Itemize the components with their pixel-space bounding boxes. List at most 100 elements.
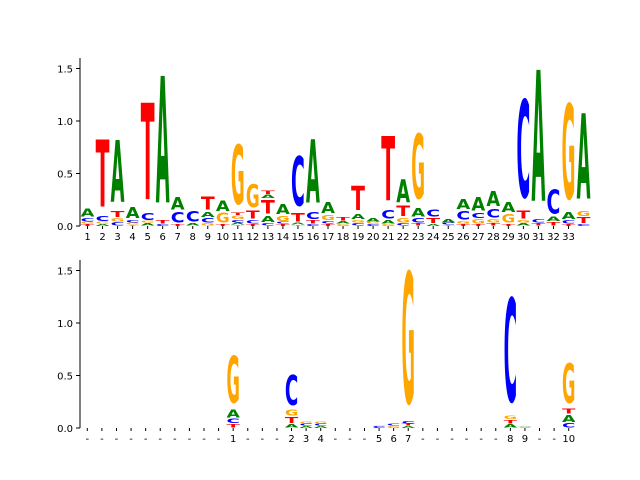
x-tick-label: 11 — [231, 232, 244, 243]
logo-letter-G: G — [96, 222, 110, 225]
x-tick-label: - — [115, 434, 119, 445]
logo-letter-C: C — [471, 212, 485, 220]
logo-letter-T: T — [226, 424, 240, 429]
logo-letter-C: C — [516, 75, 530, 229]
x-tick-label: 8 — [190, 232, 196, 243]
logo-letter-A: A — [366, 217, 381, 222]
x-tick-label: - — [85, 434, 89, 445]
logo-letter-T: T — [501, 224, 515, 227]
logo-letter-C: C — [226, 418, 239, 425]
logo-letter-C: C — [81, 217, 95, 223]
x-tick-label: 4 — [318, 434, 324, 445]
x-tick-label: 3 — [303, 434, 309, 445]
logo-letter-T: T — [285, 415, 299, 425]
logo-letter-A: A — [426, 224, 440, 227]
x-tick-label: 2 — [99, 232, 105, 243]
logo-letter-G: G — [387, 426, 400, 429]
x-tick-label: 9 — [205, 232, 211, 243]
logo-letter-G: G — [402, 238, 415, 446]
logo-letter-G: G — [276, 215, 290, 223]
x-tick-label: - — [261, 434, 265, 445]
y-tick-label: 0.5 — [57, 372, 73, 383]
x-tick-label: - — [188, 434, 192, 445]
logo-letter-T: T — [562, 224, 576, 227]
logo-letter-T: T — [141, 78, 155, 232]
logo-letter-A: A — [216, 198, 230, 215]
x-tick-label: 13 — [262, 232, 275, 243]
x-tick-label: - — [100, 434, 104, 445]
logo-letter-G: G — [226, 344, 239, 418]
logo-letter-G: G — [516, 219, 530, 223]
logo-letter-A: A — [486, 188, 500, 211]
logo-letter-T: T — [306, 219, 320, 224]
logo-letter-A: A — [381, 219, 396, 224]
logo-letter-T: T — [231, 225, 245, 226]
logo-letter-A: A — [441, 218, 456, 223]
x-tick-label: 20 — [367, 232, 380, 243]
logo-letter-G: G — [501, 213, 515, 226]
logo-letter-C: C — [285, 366, 298, 415]
x-tick-label: - — [333, 434, 337, 445]
logo-letter-A: A — [547, 216, 562, 223]
logo-letter-T: T — [441, 225, 455, 226]
x-tick-label: - — [202, 434, 206, 445]
logo-letter-T: T — [456, 224, 470, 227]
y-tick-label: 0.0 — [57, 424, 73, 435]
x-tick-label: - — [436, 434, 440, 445]
logo-letter-A: A — [171, 195, 186, 214]
logo-letter-C: C — [246, 219, 260, 225]
logo-letter-A: A — [518, 426, 532, 427]
logo-letter-G: G — [141, 220, 155, 223]
x-tick-label: 7 — [405, 434, 411, 445]
logo-letter-A: A — [226, 409, 240, 421]
logo-letter-G: G — [231, 128, 245, 224]
logo-panel-2: 0.00.51.01.5- - - - - - - - - -1- - -2 3 4- - -5 6 7- - - - -… — [57, 238, 576, 446]
logo-letter-T: T — [276, 224, 290, 227]
logo-letter-A: A — [351, 213, 365, 221]
logo-letter-G: G — [562, 354, 575, 416]
logo-letter-C: C — [276, 222, 290, 225]
logo-letter-T: T — [126, 225, 140, 226]
logo-letter-A: A — [291, 223, 305, 226]
x-tick-label: 17 — [322, 232, 335, 243]
logo-letter-T: T — [351, 181, 365, 218]
x-tick-label: 23 — [412, 232, 425, 243]
logo-letter-G: G — [504, 415, 517, 420]
y-tick-label: 1.0 — [57, 319, 73, 330]
logo-letter-A: A — [336, 221, 350, 225]
x-tick-label: 9 — [522, 434, 528, 445]
x-tick-label: - — [158, 434, 162, 445]
x-tick-label: 10 — [216, 232, 229, 243]
logo-letter-T: T — [486, 222, 500, 226]
y-tick-label: 0.0 — [57, 222, 73, 233]
logo-letter-C: C — [306, 224, 320, 227]
x-tick-label: - — [538, 434, 542, 445]
logo-letter-A: A — [456, 197, 470, 212]
logo-letter-C: C — [261, 223, 275, 227]
logo-letter-T: T — [336, 216, 350, 221]
logo-letter-T: T — [321, 224, 335, 227]
logo-letter-C: C — [577, 224, 591, 227]
logo-letter-C: C — [547, 184, 561, 222]
logo-letter-G: G — [299, 421, 312, 424]
logo-letter-G: G — [285, 409, 298, 419]
x-tick-label: 32 — [547, 232, 560, 243]
x-tick-label: 33 — [562, 232, 575, 243]
x-tick-label: 21 — [382, 232, 395, 243]
logo-letter-G: G — [562, 78, 576, 229]
logo-letter-T: T — [261, 190, 275, 195]
logo-letter-G: G — [201, 222, 215, 226]
logo-letter-T: T — [291, 211, 306, 225]
logo-letter-A: A — [314, 426, 328, 429]
x-tick-label: - — [450, 434, 454, 445]
logo-letter-C: C — [372, 426, 385, 429]
logo-letter-C: C — [441, 223, 455, 226]
x-tick-label: 4 — [129, 232, 135, 243]
logo-letter-A: A — [321, 199, 335, 217]
logo-letter-C: C — [504, 269, 517, 435]
logo-letter-A: A — [504, 423, 518, 429]
logo-letter-T: T — [471, 224, 485, 227]
logo-letter-T: T — [246, 224, 260, 227]
y-tick-label: 1.5 — [57, 65, 73, 76]
logo-letter-C: C — [186, 209, 200, 225]
